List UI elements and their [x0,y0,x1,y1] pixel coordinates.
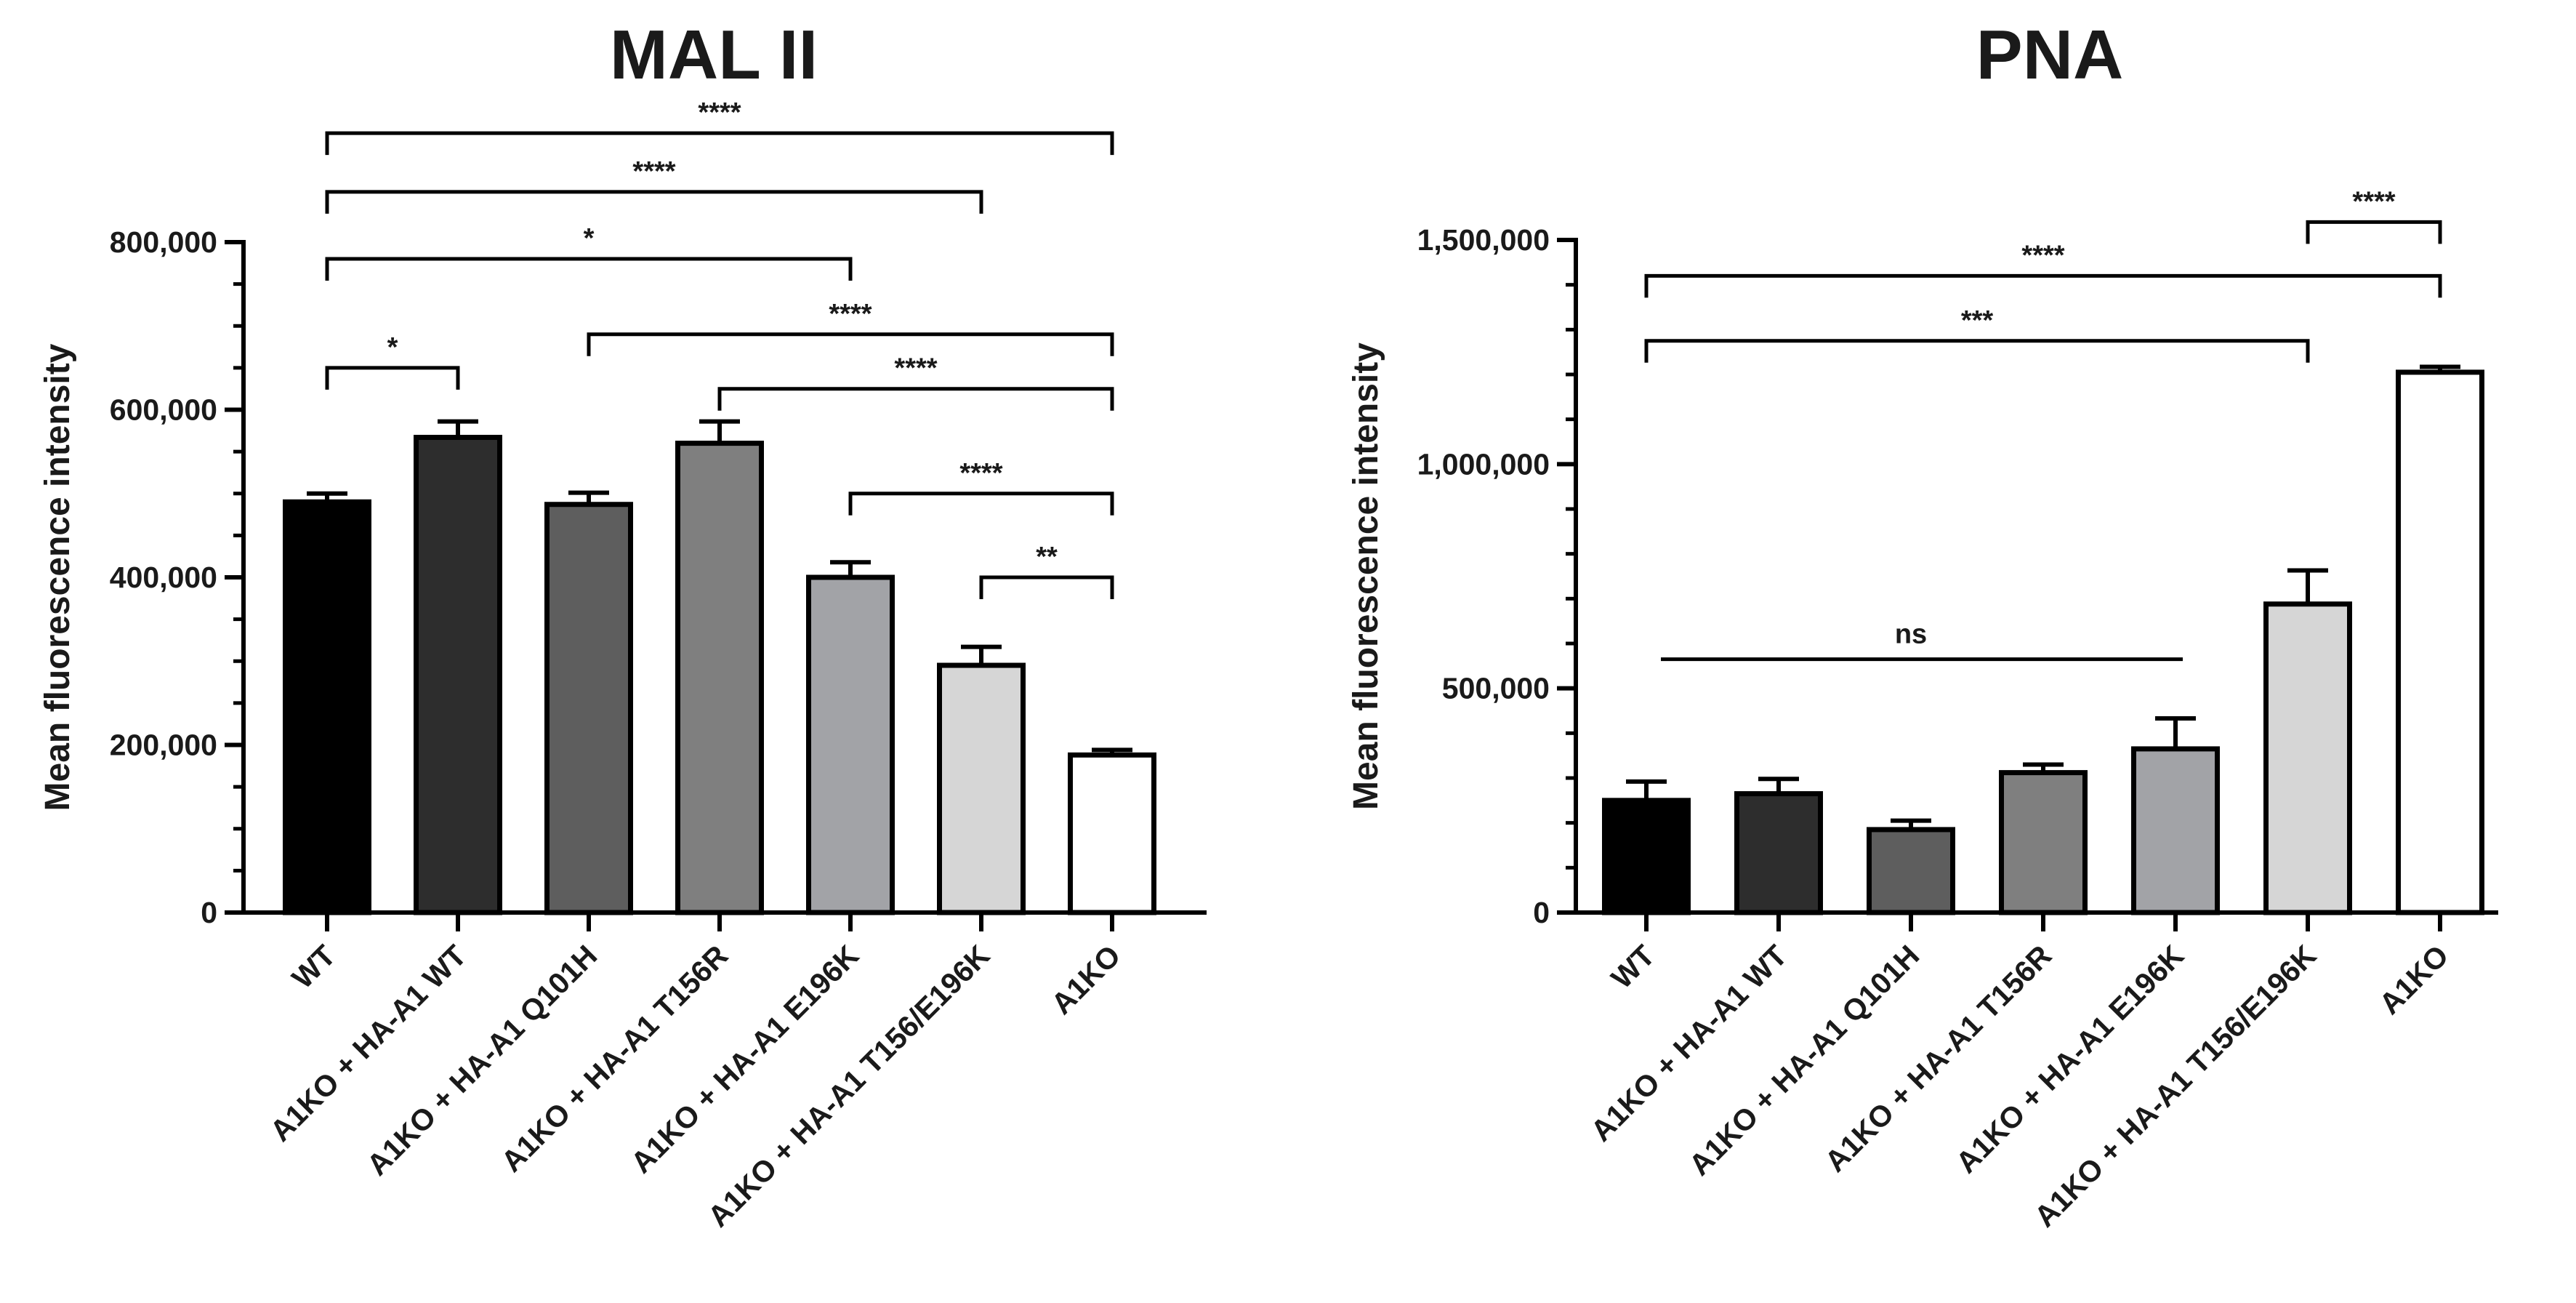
significance-bracket [325,131,1114,156]
y-axis-label: Mean fluorescence intensity [39,343,77,811]
x-category-label: A1KO [1045,939,1127,1021]
x-category-label: A1KO + HA-A1 T156R [495,939,735,1179]
bar [544,502,633,915]
x-category-label: A1KO + HA-A1 T156/E196K [2028,939,2323,1234]
x-category-label: A1KO [2372,939,2455,1021]
y-tick-label: 200,000 [110,729,217,762]
significance-label: * [584,223,595,254]
y-tick-label: 600,000 [110,393,217,427]
significance-bracket [1644,273,2442,298]
bar [283,499,371,915]
x-category-label: A1KO + HA-A1 E196K [1949,939,2191,1180]
x-category-label: A1KO + HA-A1 T156/E196K [701,939,997,1234]
significance-bracket [2306,220,2442,244]
chart-title: MAL II [610,16,818,94]
significance-label: **** [2352,186,2395,217]
significance-bracket [717,387,1114,411]
significance-bracket [325,257,853,281]
significance-bracket [325,190,983,214]
y-axis-label: Mean fluorescence intensity [1347,342,1385,810]
significance-bracket [848,492,1114,516]
significance-bracket [325,366,460,390]
x-category-label: A1KO + HA-A1 Q101H [1683,939,1926,1182]
significance-label: **** [698,97,741,128]
significance-label: **** [829,299,872,329]
x-category-label: A1KO + HA-A1 E196K [624,939,866,1180]
significance-label: **** [632,156,675,187]
bar [1999,770,2088,915]
significance-bracket [587,332,1114,356]
significance-label: **** [894,353,937,384]
significance-bracket [1644,339,2310,363]
bar [2131,746,2220,915]
y-tick-label: 0 [201,896,217,929]
y-tick-label: 1,500,000 [1417,223,1550,257]
bar [806,574,895,915]
significance-label: **** [959,458,1002,489]
bar [675,441,764,915]
significance-bracket [979,575,1114,599]
bar [1602,798,1691,915]
y-tick-label: 500,000 [1442,672,1550,705]
significance-label: ns [1895,620,1927,650]
x-category-label: A1KO + HA-A1 T156R [1819,939,2058,1179]
y-tick-label: 400,000 [110,561,217,594]
significance-label: * [387,332,398,363]
x-category-label: A1KO + HA-A1 Q101H [361,939,604,1182]
x-category-label: WT [1605,939,1662,995]
x-category-label: WT [286,939,342,995]
y-tick-label: 1,000,000 [1417,447,1550,481]
bar [2263,601,2352,915]
chart-title: PNA [1976,16,2124,94]
bar [2396,369,2484,915]
bar [1068,752,1156,915]
significance-label: ** [1036,542,1058,572]
y-tick-label: 0 [1533,896,1550,929]
significance-label: *** [1961,305,1994,336]
y-tick-label: 800,000 [110,225,217,259]
significance-label: **** [2021,240,2064,270]
pna-chart: PNA Mean fluorescence intensity 0 500,000 1,… [1347,16,2498,1233]
mal-ii-chart: MAL II Mean fluorescence intensity 0 200,00… [39,16,1207,1233]
bar [1867,827,1955,915]
bar [414,435,502,915]
bar [1734,791,1823,915]
bar [937,662,1026,915]
